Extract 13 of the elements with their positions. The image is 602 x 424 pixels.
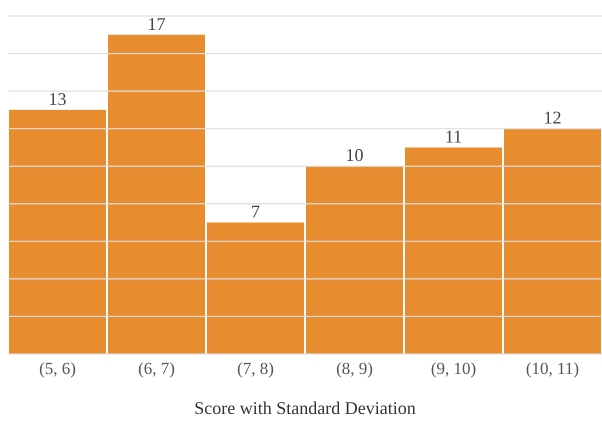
data-label: 11: [444, 126, 462, 146]
data-label: 13: [48, 88, 66, 109]
x-tick-label: (7, 8): [237, 359, 274, 378]
data-label: 7: [251, 202, 260, 222]
x-tick-label: (10, 11): [526, 359, 580, 378]
data-label: 10: [346, 145, 364, 166]
x-tick-label: (5, 6): [39, 359, 76, 378]
x-axis-title: Score with Standard Deviation: [194, 398, 416, 418]
data-label: 17: [148, 14, 166, 34]
data-label: 12: [544, 108, 562, 128]
x-tick-label: (8, 9): [336, 359, 373, 378]
x-tick-label: (6, 7): [138, 359, 175, 378]
x-tick-label: (9, 10): [430, 359, 476, 378]
